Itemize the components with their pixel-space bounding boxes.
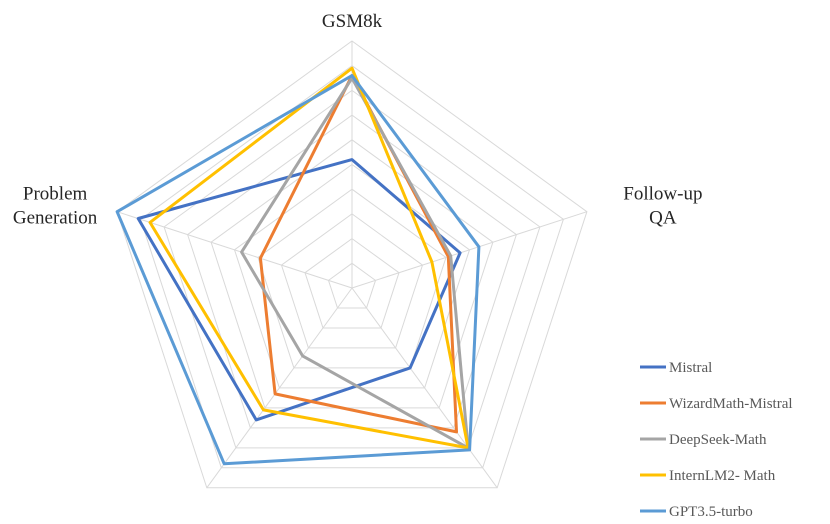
axis-label-3: Error Analysis <box>114 522 224 524</box>
gridline-40 <box>257 188 447 369</box>
spoke-2 <box>351 287 498 489</box>
gridline-10 <box>327 262 377 309</box>
legend: Mistral WizardMath-Mistral DeepSeek-Math In… <box>640 360 793 520</box>
axis-label-line: Error Analysis <box>114 522 224 524</box>
spoke-3 <box>206 287 353 489</box>
legend-label: InternLM2- Math <box>669 468 776 484</box>
spoke-1 <box>351 211 588 289</box>
gridline-20 <box>304 237 400 329</box>
legend-label: GPT3.5-turbo <box>669 504 753 520</box>
axis-label-2: Error Correction <box>472 522 599 524</box>
legend-item-gpt3-5-turbo: GPT3.5-turbo <box>640 504 753 520</box>
axis-label-line: Follow-up <box>623 184 702 205</box>
axis-labels: GSM8k Follow-up QA Error Correction Error An… <box>13 11 703 524</box>
gridline-30 <box>280 213 424 349</box>
axis-label-4: Problem Generation <box>13 184 98 229</box>
series-deepseek-math <box>240 76 470 450</box>
axis-label-line: Problem <box>23 184 88 205</box>
axis-label-0: GSM8k <box>322 11 383 32</box>
axis-label-1: Follow-up QA <box>623 184 702 229</box>
legend-label: WizardMath-Mistral <box>669 396 793 412</box>
axis-label-line: Generation <box>13 208 98 229</box>
axis-label-line: GSM8k <box>322 11 383 32</box>
gridline-60 <box>210 139 494 409</box>
legend-item-deepseek-math: DeepSeek-Math <box>640 432 767 448</box>
series-internlm2-math <box>148 66 470 450</box>
axis-label-line: QA <box>649 208 677 229</box>
legend-label: DeepSeek-Math <box>669 432 767 448</box>
series-layer <box>115 66 481 466</box>
spoke-4 <box>116 211 353 289</box>
legend-item-mistral: Mistral <box>640 360 712 376</box>
series-mistral <box>136 158 462 422</box>
legend-label: Mistral <box>669 360 712 376</box>
radar-spokes <box>116 41 588 489</box>
series-gpt3-5-turbo <box>115 74 481 466</box>
gridline-90 <box>140 65 564 469</box>
series-wizardmath-mistral <box>258 74 458 434</box>
legend-item-wizardmath-mistral: WizardMath-Mistral <box>640 396 793 412</box>
gridline-100 <box>116 40 588 489</box>
axis-label-line: Error Correction <box>472 522 599 524</box>
legend-item-internlm2-math: InternLM2- Math <box>640 468 776 484</box>
gridline-70 <box>187 114 517 429</box>
